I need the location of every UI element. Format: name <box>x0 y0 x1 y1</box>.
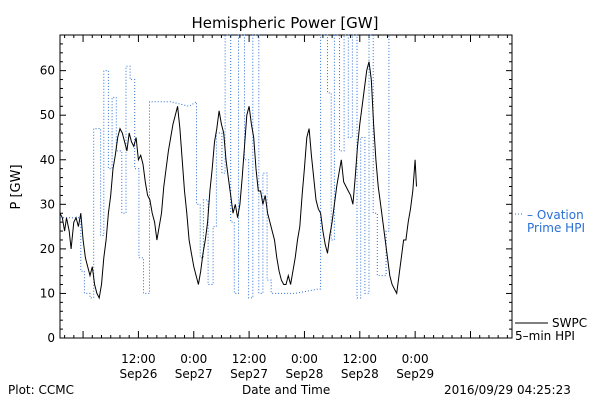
x-tick-time-label: 12:00 <box>232 352 267 366</box>
legend-swpc-label-2: 5–min HPI <box>515 329 575 343</box>
series-layer <box>59 34 417 300</box>
ovation-hpi-line <box>60 34 390 299</box>
swpc-hpi-line <box>59 61 417 300</box>
legend-ovation-label-1: – Ovation <box>527 208 584 222</box>
y-tick-label: 0 <box>47 331 55 345</box>
plot-frame <box>59 34 513 339</box>
chart-title: Hemispheric Power [GW] <box>192 14 379 32</box>
x-tick-date-label: Sep29 <box>396 367 434 381</box>
x-tick-time-label: 12:00 <box>121 352 156 366</box>
y-axis-label: P [GW] <box>9 164 24 209</box>
x-tick-date-label: Sep28 <box>286 367 324 381</box>
x-tick-date-label: Sep27 <box>175 367 213 381</box>
x-tick-date-label: Sep28 <box>341 367 379 381</box>
x-axis-label: Date and Time <box>242 383 331 397</box>
x-tick-date-label: Sep26 <box>119 367 157 381</box>
y-tick-label: 50 <box>40 108 55 122</box>
x-tick-time-label: 0:00 <box>402 352 429 366</box>
legend-ovation-label-2: Prime HPI <box>527 221 585 235</box>
y-tick-label: 60 <box>40 64 55 78</box>
plot-credit: Plot: CCMC <box>8 383 74 397</box>
x-tick-time-label: 12:00 <box>342 352 377 366</box>
y-tick-label: 30 <box>40 197 55 211</box>
x-tick-date-label: Sep27 <box>230 367 268 381</box>
axes-group: 010203040506012:00Sep260:00Sep2712:00Sep… <box>40 34 513 381</box>
y-tick-label: 10 <box>40 286 55 300</box>
y-tick-label: 40 <box>40 153 55 167</box>
x-tick-time-label: 0:00 <box>180 352 207 366</box>
timestamp: 2016/09/29 04:25:23 <box>444 383 571 397</box>
x-tick-time-label: 0:00 <box>291 352 318 366</box>
y-tick-label: 20 <box>40 242 55 256</box>
legend-swpc-label-1: SWPC <box>552 316 587 330</box>
